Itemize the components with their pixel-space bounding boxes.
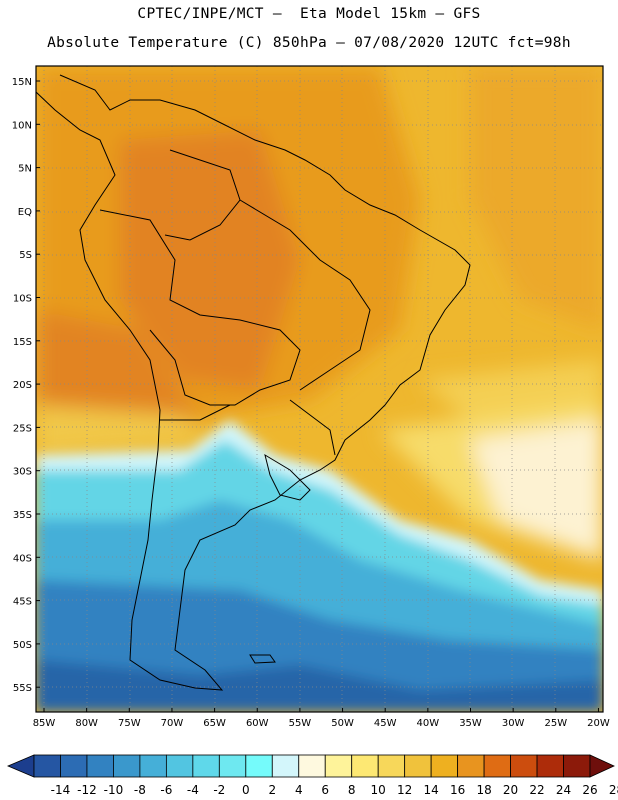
colorbar-swatch: [271, 754, 300, 778]
colorbar-swatch: [113, 754, 141, 778]
colorbar-label: 8: [348, 783, 356, 797]
map-frame: [35, 65, 604, 713]
latitude-label: 5N: [18, 164, 32, 175]
colorbar-swatch: [457, 754, 485, 778]
latitude-label: 35S: [13, 510, 32, 521]
colorbar-swatch: [510, 754, 538, 778]
latitude-label: 5S: [19, 250, 32, 261]
colorbar-label: 22: [529, 783, 544, 797]
coastlines: [36, 74, 471, 691]
latitude-label: 10S: [13, 294, 32, 305]
colorbar-swatch: [218, 754, 247, 778]
longitude-label: 85W: [33, 718, 56, 729]
longitude-label: 25W: [544, 718, 567, 729]
colorbar-swatch: [324, 754, 353, 778]
colorbar-label: 16: [450, 783, 465, 797]
colorbar-arrow-high: [589, 754, 615, 778]
longitude-label: 60W: [246, 718, 269, 729]
colorbar-swatch: [536, 754, 564, 778]
colorbar-swatch: [245, 754, 273, 778]
colorbar-swatch: [86, 754, 114, 778]
colorbar-swatch: [377, 754, 406, 778]
longitude-label: 50W: [331, 718, 354, 729]
latitude-label: 50S: [13, 640, 32, 651]
colorbar-label: -4: [187, 783, 199, 797]
colorbar: [6, 754, 615, 778]
chart-subtitle: Absolute Temperature (C) 850hPa – 07/08/…: [47, 35, 571, 51]
longitude-label: 70W: [161, 718, 184, 729]
colorbar-labels: -14 -12 -10 -8 -6 -4 -2 0 2 4 6 8 10 12 14 16 18 20 22 24 26…: [51, 783, 618, 797]
colorbar-swatch: [192, 754, 220, 778]
colorbar-label: 6: [321, 783, 329, 797]
colorbar-label: -10: [104, 783, 124, 797]
colorbar-label: -14: [51, 783, 71, 797]
latitude-label: 20S: [13, 380, 32, 391]
colorbar-label: 28: [609, 783, 618, 797]
longitude-label: 55W: [289, 718, 312, 729]
colorbar-label: -8: [134, 783, 146, 797]
colorbar-label: 4: [295, 783, 303, 797]
colorbar-label: 14: [424, 783, 439, 797]
colorbar-swatch: [60, 754, 88, 778]
colorbar-label: 12: [397, 783, 412, 797]
latitude-label: 40S: [13, 553, 32, 564]
longitude-label: 40W: [417, 718, 440, 729]
colorbar-swatch: [33, 754, 61, 778]
colorbar-label: 24: [556, 783, 571, 797]
colorbar-label: -6: [160, 783, 172, 797]
latitude-label: 15N: [12, 77, 32, 88]
longitude-labels: 85W 80W 75W 70W 65W 60W 55W 50W 45W 40W 35W 30W 25W 2…: [33, 708, 610, 729]
colorbar-label: -2: [213, 783, 225, 797]
longitude-label: 75W: [118, 718, 141, 729]
longitude-label: 65W: [203, 718, 226, 729]
colorbar-swatch: [404, 754, 432, 778]
latitude-label: EQ: [18, 207, 32, 218]
colorbar-label: 18: [476, 783, 491, 797]
latitude-label: 30S: [13, 467, 32, 478]
colorbar-label: 0: [242, 783, 250, 797]
longitude-label: 35W: [459, 718, 482, 729]
colorbar-label: 2: [268, 783, 276, 797]
longitude-label: 20W: [587, 718, 610, 729]
colorbar-swatch: [351, 754, 379, 778]
latitude-labels: 15N 10N 5N EQ 5S 10S 15S 20S 25S 30S 35S 40S 45S 50S 5…: [12, 77, 40, 694]
longitude-label: 80W: [75, 718, 98, 729]
latitude-label: 55S: [13, 683, 32, 694]
colorbar-label: -12: [77, 783, 97, 797]
colorbar-label: 10: [371, 783, 386, 797]
colorbar-swatch: [430, 754, 459, 778]
temperature-field: [36, 66, 603, 712]
longitude-label: 30W: [502, 718, 525, 729]
latitude-label: 45S: [13, 597, 32, 608]
colorbar-label: 20: [503, 783, 518, 797]
graticule: [36, 66, 603, 712]
colorbar-swatch: [563, 754, 591, 778]
colorbar-swatch: [483, 754, 511, 778]
colorbar-swatch: [298, 754, 326, 778]
colorbar-label: 26: [582, 783, 597, 797]
latitude-label: 15S: [13, 337, 32, 348]
latitude-label: 10N: [12, 120, 32, 131]
longitude-label: 45W: [374, 718, 397, 729]
colorbar-swatch: [139, 754, 167, 778]
chart-title: CPTEC/INPE/MCT – Eta Model 15km – GFS: [137, 6, 481, 22]
colorbar-arrow-low: [6, 754, 35, 778]
latitude-label: 25S: [13, 423, 32, 434]
colorbar-swatch: [165, 754, 194, 778]
